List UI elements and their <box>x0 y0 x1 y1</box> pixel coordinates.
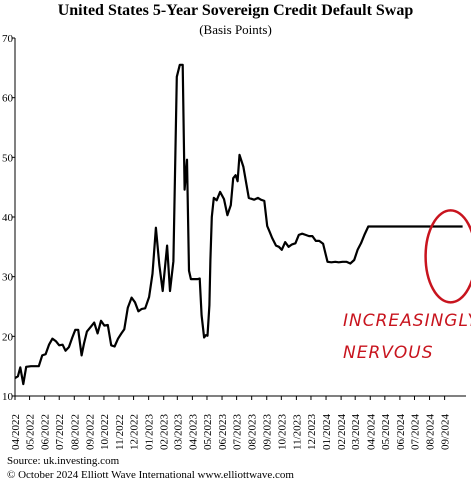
series-line-group <box>14 63 463 386</box>
x-tick-label: 08/2024 <box>425 413 437 450</box>
annotation-nervous: NERVOUS <box>343 343 434 363</box>
x-tick-label: 09/2023 <box>262 413 274 450</box>
x-tick-label: 04/2022 <box>10 414 22 450</box>
x-tick-label: 01/2024 <box>321 413 333 450</box>
x-tick-label: 10/2022 <box>99 414 111 450</box>
highlight-circle <box>424 209 471 304</box>
x-tick-label: 07/2024 <box>409 413 421 450</box>
chart-title: United States 5-Year Sovereign Credit De… <box>57 2 414 19</box>
x-tick-label: 04/2024 <box>365 413 377 450</box>
y-tick-labels: 10 20 30 40 50 60 70 <box>2 33 15 403</box>
x-tick-label: 11/2022 <box>114 414 126 450</box>
chart-subtitle: (Basis Points) <box>199 22 272 37</box>
y-tick-label: 50 <box>2 152 14 164</box>
x-tick-label: 06/2024 <box>395 413 407 450</box>
y-tick-label: 40 <box>2 212 14 224</box>
x-tick-label: 05/2024 <box>380 413 392 450</box>
x-tick-labels: 04/2022 05/2022 06/2022 07/2022 08/2022 09/20… <box>10 396 452 450</box>
x-tick-label: 03/2024 <box>350 413 362 450</box>
x-tick-label: 03/2023 <box>172 413 184 450</box>
x-tick-label: 02/2023 <box>159 413 171 450</box>
series-line <box>14 63 463 386</box>
x-tick-label: 12/2023 <box>306 413 318 450</box>
x-tick-label: 08/2022 <box>69 414 81 450</box>
y-tick-label: 20 <box>2 331 14 343</box>
copyright-note: © October 2024 Elliott Wave Internationa… <box>7 469 294 481</box>
x-tick-label: 09/2022 <box>84 414 96 450</box>
x-tick-label: 05/2022 <box>25 414 37 450</box>
source-note: Source: uk.investing.com <box>7 455 120 467</box>
x-tick-label: 09/2024 <box>440 413 452 450</box>
y-tick-label: 60 <box>2 93 14 105</box>
annotation-increasingly: INCREASINGLY <box>343 311 471 331</box>
x-tick-label: 06/2022 <box>40 414 52 450</box>
x-tick-label: 07/2023 <box>232 413 244 450</box>
y-tick-label: 10 <box>2 391 14 403</box>
y-tick-label: 70 <box>2 33 14 45</box>
x-tick-label: 11/2023 <box>291 414 303 450</box>
x-tick-label: 06/2023 <box>217 413 229 450</box>
highlight-circle-group <box>424 209 471 304</box>
x-tick-label: 01/2023 <box>144 413 156 450</box>
x-tick-label: 02/2024 <box>336 413 348 450</box>
x-tick-label: 10/2023 <box>276 413 288 450</box>
x-tick-label: 08/2023 <box>247 413 259 450</box>
y-tick-label: 30 <box>2 272 14 284</box>
x-tick-label: 05/2023 <box>202 413 214 450</box>
x-tick-label: 04/2023 <box>187 413 199 450</box>
x-tick-label: 12/2022 <box>129 414 141 450</box>
x-tick-label: 07/2022 <box>54 414 66 450</box>
